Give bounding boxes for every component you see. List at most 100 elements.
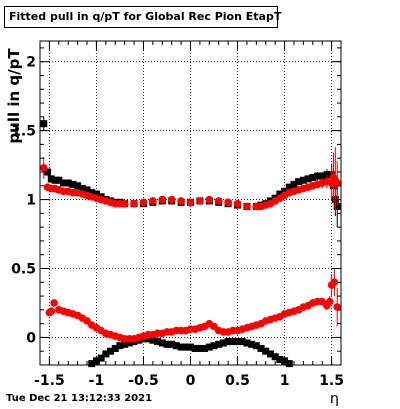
data-point [69, 180, 77, 188]
data-point [47, 175, 55, 183]
data-point [285, 183, 293, 191]
data-point [130, 199, 138, 208]
data-point [177, 343, 185, 351]
data-point [229, 338, 237, 346]
data-point [64, 179, 72, 187]
data-point [47, 307, 56, 316]
y-axis-label: pull in q/pT [5, 48, 23, 144]
data-point [97, 354, 105, 362]
timestamp: Tue Dec 21 13:12:33 2021 [6, 393, 153, 404]
data-point [276, 355, 284, 363]
series-2 [88, 335, 293, 368]
data-point [107, 347, 115, 355]
data-point [60, 179, 68, 187]
x-tick-label: -0.5 [128, 373, 159, 389]
y-tick-label: 0.5 [11, 261, 36, 277]
data-point [102, 350, 110, 358]
data-point [285, 360, 293, 368]
data-point [182, 343, 190, 351]
data-point [299, 176, 307, 184]
series-3 [39, 147, 342, 214]
data-point [262, 347, 270, 355]
y-tick-label: 2 [26, 55, 36, 71]
data-point [210, 342, 218, 350]
data-point [196, 344, 204, 352]
data-point [233, 199, 242, 208]
data-point [333, 202, 341, 210]
data-point [214, 197, 223, 205]
data-point [163, 340, 171, 348]
data-point [39, 164, 48, 172]
data-point [186, 198, 195, 207]
data-point [167, 195, 176, 204]
data-point [144, 335, 152, 343]
data-point [318, 172, 326, 180]
data-point [149, 336, 157, 344]
x-tick-label: -1 [89, 373, 105, 389]
data-point [281, 187, 289, 195]
y-tick-label: 1.5 [11, 124, 36, 140]
data-point [111, 344, 119, 352]
x-axis-label: η [330, 391, 339, 407]
x-tick-label: -1.5 [34, 373, 65, 389]
data-point [172, 342, 180, 350]
data-point [215, 340, 223, 348]
data-point [116, 342, 124, 350]
x-tick-label: 0.5 [225, 373, 250, 389]
data-point [205, 195, 214, 204]
data-point [83, 186, 91, 194]
data-point [295, 178, 303, 186]
data-point [271, 353, 279, 361]
data-point [304, 175, 312, 183]
data-point [125, 339, 133, 347]
data-point [333, 303, 342, 311]
data-point [154, 338, 162, 346]
data-point [50, 299, 58, 307]
tick-labels: -1.5 -1 -0.5 0 0.5 1 1.5 0 0.5 1 1.5 2 [11, 55, 344, 389]
y-tick-label: 1 [26, 193, 36, 209]
data-point [88, 360, 96, 368]
series-1 [40, 116, 341, 228]
data-point [219, 339, 227, 347]
data-point [187, 343, 194, 351]
data-point [252, 342, 260, 350]
data-point [313, 172, 321, 180]
data-point [177, 197, 185, 205]
data-point [248, 340, 256, 348]
data-point [168, 340, 176, 348]
data-point [55, 176, 63, 184]
data-point [196, 197, 204, 205]
data-point [44, 168, 52, 176]
data-point [92, 190, 100, 198]
data-point [224, 198, 232, 207]
data-point [191, 344, 199, 352]
data-point [257, 344, 265, 352]
data-point [276, 190, 284, 198]
data-point [74, 182, 82, 190]
data-point [149, 197, 157, 205]
data-point [158, 339, 166, 347]
data-point [243, 202, 251, 211]
x-tick-label: 1 [280, 373, 290, 389]
data-point [309, 173, 317, 181]
data-point [243, 339, 251, 347]
data-point [266, 350, 274, 358]
x-tick-label: 0 [186, 373, 196, 389]
data-point [333, 179, 342, 187]
data-point [78, 185, 86, 193]
data-point [238, 338, 246, 346]
data-point [40, 120, 48, 128]
data-point [88, 189, 96, 197]
series-4 [45, 268, 342, 343]
data-point [201, 344, 209, 352]
data-point [158, 195, 167, 204]
data-markers [39, 116, 342, 368]
data-point [234, 338, 242, 346]
data-point [205, 343, 213, 351]
data-point [325, 297, 334, 306]
axis-ticks [39, 41, 342, 366]
data-point [51, 176, 59, 184]
y-tick-label: 0 [26, 330, 36, 346]
data-point [290, 180, 298, 188]
